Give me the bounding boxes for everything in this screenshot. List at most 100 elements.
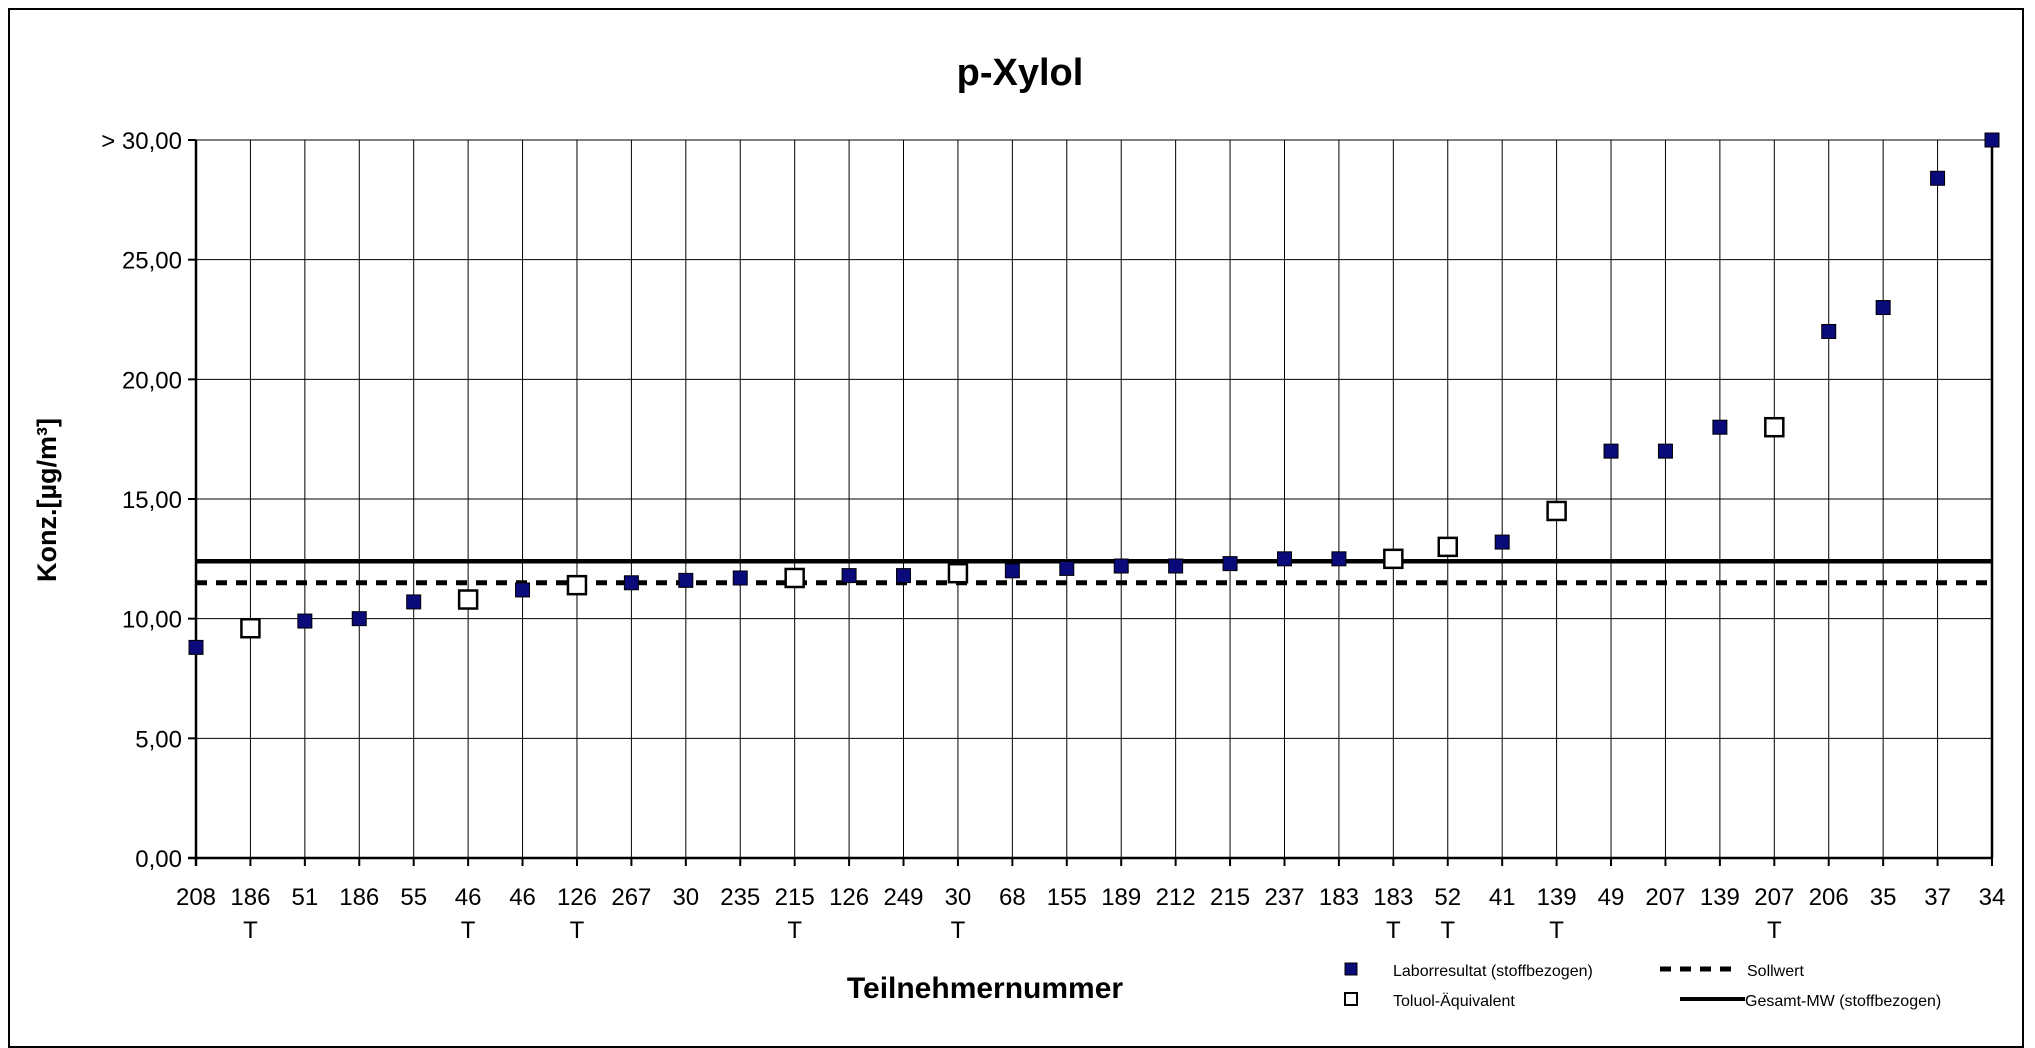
data-point-lab xyxy=(1059,560,1075,576)
x-tick-sublabel: T xyxy=(461,917,476,944)
data-point-lab xyxy=(896,568,912,584)
y-tick-label: 0,00 xyxy=(135,846,182,873)
y-tick-label: 20,00 xyxy=(122,367,182,394)
x-tick-label: 139 xyxy=(1700,884,1740,911)
data-point-lab xyxy=(623,575,639,591)
x-tick-sublabel: T xyxy=(243,917,258,944)
y-tick-label: 5,00 xyxy=(135,726,182,753)
data-point-toluol xyxy=(1546,500,1567,522)
data-point-lab xyxy=(1657,443,1673,459)
x-tick-label: 183 xyxy=(1373,884,1413,911)
data-point-lab xyxy=(1222,556,1238,572)
data-point-lab xyxy=(1004,563,1020,579)
x-axis-label: Teilnehmernummer xyxy=(847,972,1124,1005)
x-tick-label: 186 xyxy=(230,884,270,911)
data-point-lab xyxy=(1875,300,1891,316)
x-tick-label: 30 xyxy=(672,884,699,911)
x-tick-label: 155 xyxy=(1047,884,1087,911)
legend-label-sollwert: Sollwert xyxy=(1747,963,1804,980)
data-point-toluol xyxy=(1764,416,1785,438)
x-tick-sublabel: T xyxy=(570,917,585,944)
x-tick-label: 235 xyxy=(720,884,760,911)
x-tick-label: 49 xyxy=(1598,884,1625,911)
x-tick-sublabel: T xyxy=(1549,917,1564,944)
x-tick-label: 126 xyxy=(557,884,597,911)
legend-swatch-lab xyxy=(1344,962,1358,976)
x-tick-label: 267 xyxy=(611,884,651,911)
x-tick-label: 206 xyxy=(1809,884,1849,911)
x-tick-label: 215 xyxy=(775,884,815,911)
x-tick-label: 46 xyxy=(455,884,482,911)
y-tick-label: > 30,00 xyxy=(101,128,182,155)
x-tick-label: 207 xyxy=(1754,884,1794,911)
data-point-lab xyxy=(297,613,313,629)
data-point-lab xyxy=(1821,323,1837,339)
x-tick-label: 249 xyxy=(883,884,923,911)
chart-frame xyxy=(8,8,2024,1048)
grid-layer xyxy=(188,139,1994,866)
x-tick-sublabel: T xyxy=(787,917,802,944)
x-tick-label: 189 xyxy=(1101,884,1141,911)
x-tick-label: 41 xyxy=(1489,884,1516,911)
data-point-lab xyxy=(1168,558,1184,574)
data-point-lab xyxy=(1930,170,1946,186)
data-point-lab xyxy=(732,570,748,586)
data-point-toluol xyxy=(1437,536,1459,558)
x-tick-sublabel: T xyxy=(1440,917,1455,944)
reference-lines xyxy=(196,558,1992,586)
legend-label-toluol: Toluol-Äquivalent xyxy=(1393,992,1515,1010)
chart-title: p-Xylol xyxy=(957,52,1084,94)
x-tick-label: 51 xyxy=(291,884,318,911)
data-marks xyxy=(188,132,2000,655)
x-tick-label: 68 xyxy=(999,884,1026,911)
data-point-toluol xyxy=(240,617,261,639)
data-point-lab xyxy=(1494,534,1510,550)
x-tick-label: 208 xyxy=(176,884,216,911)
data-point-lab xyxy=(351,611,367,627)
x-tick-label: 183 xyxy=(1319,884,1359,911)
y-axis-label: Konz.[µg/m³] xyxy=(32,418,62,582)
data-point-toluol xyxy=(947,562,969,584)
x-tick-label: 237 xyxy=(1264,884,1304,911)
data-point-lab xyxy=(406,594,422,610)
data-point-lab xyxy=(1276,551,1292,567)
y-tick-label: 25,00 xyxy=(122,248,182,275)
x-tick-label: 46 xyxy=(509,884,536,911)
x-tick-label: 55 xyxy=(400,884,427,911)
x-tick-label: 52 xyxy=(1434,884,1461,911)
legend: Laborresultat (stoffbezogen) Toluol-Äquiv… xyxy=(1344,962,1941,1010)
y-axis-ticks: 0,00 5,00 10,00 15,00 20,00 25,00 > 30,00 xyxy=(101,128,196,873)
data-point-toluol xyxy=(784,567,805,589)
x-tick-sublabel: T xyxy=(1386,917,1401,944)
data-point-lab xyxy=(1331,551,1347,567)
data-point-toluol xyxy=(1383,548,1404,570)
x-tick-label: 30 xyxy=(945,884,972,911)
legend-label-lab: Laborresultat (stoffbezogen) xyxy=(1393,963,1593,980)
x-tick-label: 126 xyxy=(829,884,869,911)
data-point-lab xyxy=(515,582,531,598)
x-tick-sublabel: T xyxy=(1767,917,1782,944)
x-tick-label: 212 xyxy=(1156,884,1196,911)
data-point-lab xyxy=(188,639,204,655)
x-axis-ticks: 208 186 T 51 186 55 46 T 46 126 T 267 30 235 215 T 126 24… xyxy=(176,858,2005,944)
chart-svg: p-Xylol 0,00 5,00 10,00 15,00 20,00 25,00 > 30… xyxy=(32,52,2005,1010)
y-tick-label: 10,00 xyxy=(122,607,182,634)
x-tick-label: 35 xyxy=(1870,884,1897,911)
data-point-lab xyxy=(1712,419,1728,435)
legend-label-gesamt-mw: Gesamt-MW (stoffbezogen) xyxy=(1745,993,1941,1010)
data-point-lab xyxy=(1113,558,1129,574)
data-point-lab xyxy=(1603,443,1619,459)
x-tick-label: 215 xyxy=(1210,884,1250,911)
legend-swatch-toluol xyxy=(1344,992,1358,1006)
x-tick-label: 37 xyxy=(1924,884,1951,911)
data-point-lab xyxy=(1984,132,2000,148)
x-tick-label: 139 xyxy=(1537,884,1577,911)
y-tick-label: 15,00 xyxy=(122,487,182,514)
x-tick-label: 207 xyxy=(1645,884,1685,911)
x-tick-label: 186 xyxy=(339,884,379,911)
x-tick-label: 34 xyxy=(1979,884,2006,911)
data-point-toluol xyxy=(566,574,588,596)
x-tick-sublabel: T xyxy=(951,917,966,944)
data-point-toluol xyxy=(457,589,479,610)
data-point-lab xyxy=(678,572,694,588)
